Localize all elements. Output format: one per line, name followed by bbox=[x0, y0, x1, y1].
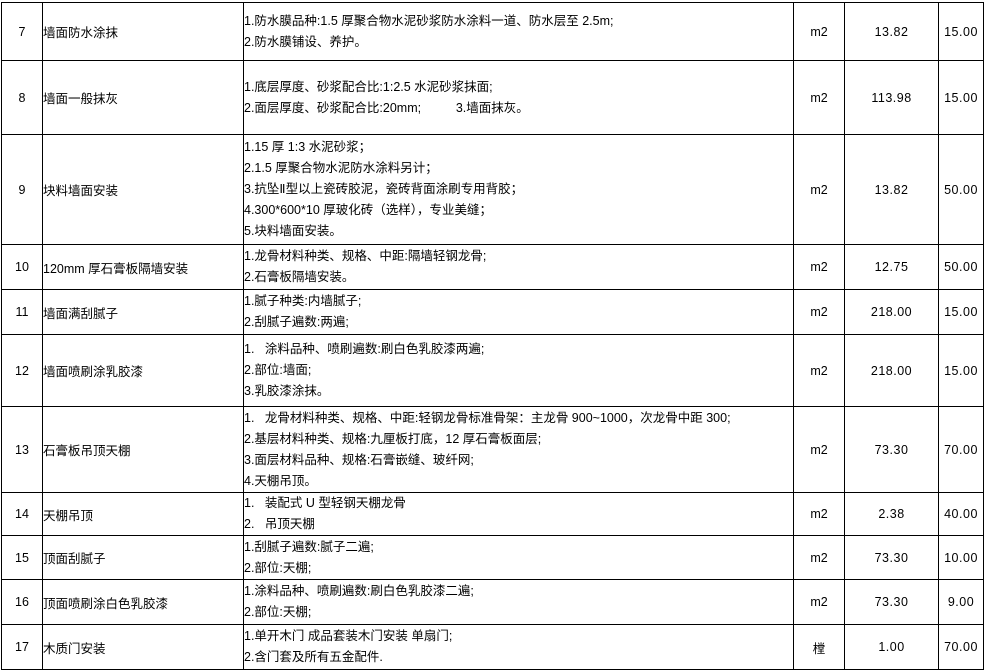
item-description-cell[interactable]: 1. 涂料品种、喷刷遍数:刷白色乳胶漆两遍; 2.部位:墙面; 3.乳胶漆涂抹。 bbox=[243, 334, 794, 407]
unit-price-cell[interactable]: 15.00 bbox=[938, 2, 984, 61]
row-number-cell[interactable]: 10 bbox=[1, 244, 43, 290]
item-name-cell[interactable]: 块料墙面安装 bbox=[42, 134, 244, 245]
unit-cell[interactable]: m2 bbox=[793, 406, 845, 493]
quantity-cell[interactable]: 73.30 bbox=[844, 406, 939, 493]
unit-cell[interactable]: 樘 bbox=[793, 624, 845, 670]
quantity-cell[interactable]: 218.00 bbox=[844, 289, 939, 335]
table-row: 16 顶面喷刷涂白色乳胶漆 1.涂料品种、喷刷遍数:刷白色乳胶漆二遍; 2.部位… bbox=[1, 579, 984, 625]
unit-price-cell[interactable]: 40.00 bbox=[938, 492, 984, 536]
unit-cell[interactable]: m2 bbox=[793, 289, 845, 335]
unit-price-cell[interactable]: 15.00 bbox=[938, 334, 984, 407]
item-description-cell[interactable]: 1.刮腻子遍数:腻子二遍; 2.部位:天棚; bbox=[243, 535, 794, 580]
quantity-cell[interactable]: 218.00 bbox=[844, 334, 939, 407]
item-name-cell[interactable]: 顶面喷刷涂白色乳胶漆 bbox=[42, 579, 244, 625]
unit-price-cell[interactable]: 15.00 bbox=[938, 289, 984, 335]
row-number-cell[interactable]: 13 bbox=[1, 406, 43, 493]
item-name-cell[interactable]: 墙面喷刷涂乳胶漆 bbox=[42, 334, 244, 407]
quantity-cell[interactable]: 113.98 bbox=[844, 60, 939, 135]
item-description-cell[interactable]: 1. 龙骨材料种类、规格、中距:轻钢龙骨标准骨架：主龙骨 900~1000，次龙… bbox=[243, 406, 794, 493]
row-number-cell[interactable]: 8 bbox=[1, 60, 43, 135]
table-row: 15 顶面刮腻子 1.刮腻子遍数:腻子二遍; 2.部位:天棚; m2 73.30… bbox=[1, 535, 984, 580]
item-description-cell[interactable]: 1.底层厚度、砂浆配合比:1:2.5 水泥砂浆抹面; 2.面层厚度、砂浆配合比:… bbox=[243, 60, 794, 135]
item-name-cell[interactable]: 120mm 厚石膏板隔墙安装 bbox=[42, 244, 244, 290]
item-name-cell[interactable]: 墙面一般抹灰 bbox=[42, 60, 244, 135]
table-row: 8 墙面一般抹灰 1.底层厚度、砂浆配合比:1:2.5 水泥砂浆抹面; 2.面层… bbox=[1, 60, 984, 135]
row-number-cell[interactable]: 15 bbox=[1, 535, 43, 580]
unit-price-cell[interactable]: 70.00 bbox=[938, 624, 984, 670]
row-number-cell[interactable]: 7 bbox=[1, 2, 43, 61]
item-name-cell[interactable]: 顶面刮腻子 bbox=[42, 535, 244, 580]
unit-price-cell[interactable]: 10.00 bbox=[938, 535, 984, 580]
unit-cell[interactable]: m2 bbox=[793, 492, 845, 536]
row-number-cell[interactable]: 9 bbox=[1, 134, 43, 245]
unit-price-cell[interactable]: 70.00 bbox=[938, 406, 984, 493]
unit-cell[interactable]: m2 bbox=[793, 579, 845, 625]
item-description-cell[interactable]: 1.龙骨材料种类、规格、中距:隔墙轻钢龙骨; 2.石膏板隔墙安装。 bbox=[243, 244, 794, 290]
unit-price-cell[interactable]: 50.00 bbox=[938, 244, 984, 290]
unit-cell[interactable]: m2 bbox=[793, 244, 845, 290]
quantity-cell[interactable]: 1.00 bbox=[844, 624, 939, 670]
unit-cell[interactable]: m2 bbox=[793, 134, 845, 245]
row-number-cell[interactable]: 16 bbox=[1, 579, 43, 625]
quantity-cell[interactable]: 2.38 bbox=[844, 492, 939, 536]
item-name-cell[interactable]: 石膏板吊顶天棚 bbox=[42, 406, 244, 493]
table-row: 11 墙面满刮腻子 1.腻子种类:内墙腻子; 2.刮腻子遍数:两遍; m2 21… bbox=[1, 289, 984, 335]
quantity-cell[interactable]: 12.75 bbox=[844, 244, 939, 290]
quantity-cell[interactable]: 73.30 bbox=[844, 535, 939, 580]
unit-price-cell[interactable]: 9.00 bbox=[938, 579, 984, 625]
table-row: 12 墙面喷刷涂乳胶漆 1. 涂料品种、喷刷遍数:刷白色乳胶漆两遍; 2.部位:… bbox=[1, 334, 984, 407]
item-description-cell[interactable]: 1.防水膜品种:1.5 厚聚合物水泥砂浆防水涂料一道、防水层至 2.5m; 2.… bbox=[243, 2, 794, 61]
row-number-cell[interactable]: 14 bbox=[1, 492, 43, 536]
quantity-cell[interactable]: 73.30 bbox=[844, 579, 939, 625]
item-name-cell[interactable]: 天棚吊顶 bbox=[42, 492, 244, 536]
item-name-cell[interactable]: 墙面满刮腻子 bbox=[42, 289, 244, 335]
unit-cell[interactable]: m2 bbox=[793, 535, 845, 580]
table-row: 14 天棚吊顶 1. 装配式 U 型轻钢天棚龙骨 2. 吊顶天棚 m2 2.38… bbox=[1, 492, 984, 536]
item-description-cell[interactable]: 1.单开木门 成品套装木门安装 单扇门; 2.含门套及所有五金配件. bbox=[243, 624, 794, 670]
row-number-cell[interactable]: 11 bbox=[1, 289, 43, 335]
item-description-cell[interactable]: 1.腻子种类:内墙腻子; 2.刮腻子遍数:两遍; bbox=[243, 289, 794, 335]
unit-price-cell[interactable]: 50.00 bbox=[938, 134, 984, 245]
item-description-cell[interactable]: 1.15 厚 1:3 水泥砂浆； 2.1.5 厚聚合物水泥防水涂料另计； 3.抗… bbox=[243, 134, 794, 245]
quantity-cell[interactable]: 13.82 bbox=[844, 2, 939, 61]
unit-cell[interactable]: m2 bbox=[793, 60, 845, 135]
unit-price-cell[interactable]: 15.00 bbox=[938, 60, 984, 135]
item-name-cell[interactable]: 墙面防水涂抹 bbox=[42, 2, 244, 61]
item-description-cell[interactable]: 1. 装配式 U 型轻钢天棚龙骨 2. 吊顶天棚 bbox=[243, 492, 794, 536]
quantity-cell[interactable]: 13.82 bbox=[844, 134, 939, 245]
table-row: 17 木质门安装 1.单开木门 成品套装木门安装 单扇门; 2.含门套及所有五金… bbox=[1, 624, 984, 670]
unit-cell[interactable]: m2 bbox=[793, 2, 845, 61]
table-row: 13 石膏板吊顶天棚 1. 龙骨材料种类、规格、中距:轻钢龙骨标准骨架：主龙骨 … bbox=[1, 406, 984, 493]
row-number-cell[interactable]: 12 bbox=[1, 334, 43, 407]
table-row: 7 墙面防水涂抹 1.防水膜品种:1.5 厚聚合物水泥砂浆防水涂料一道、防水层至… bbox=[1, 2, 984, 61]
item-name-cell[interactable]: 木质门安装 bbox=[42, 624, 244, 670]
row-number-cell[interactable]: 17 bbox=[1, 624, 43, 670]
table-row: 9 块料墙面安装 1.15 厚 1:3 水泥砂浆； 2.1.5 厚聚合物水泥防水… bbox=[1, 134, 984, 245]
unit-cell[interactable]: m2 bbox=[793, 334, 845, 407]
table-row: 10 120mm 厚石膏板隔墙安装 1.龙骨材料种类、规格、中距:隔墙轻钢龙骨;… bbox=[1, 244, 984, 290]
item-description-cell[interactable]: 1.涂料品种、喷刷遍数:刷白色乳胶漆二遍; 2.部位:天棚; bbox=[243, 579, 794, 625]
